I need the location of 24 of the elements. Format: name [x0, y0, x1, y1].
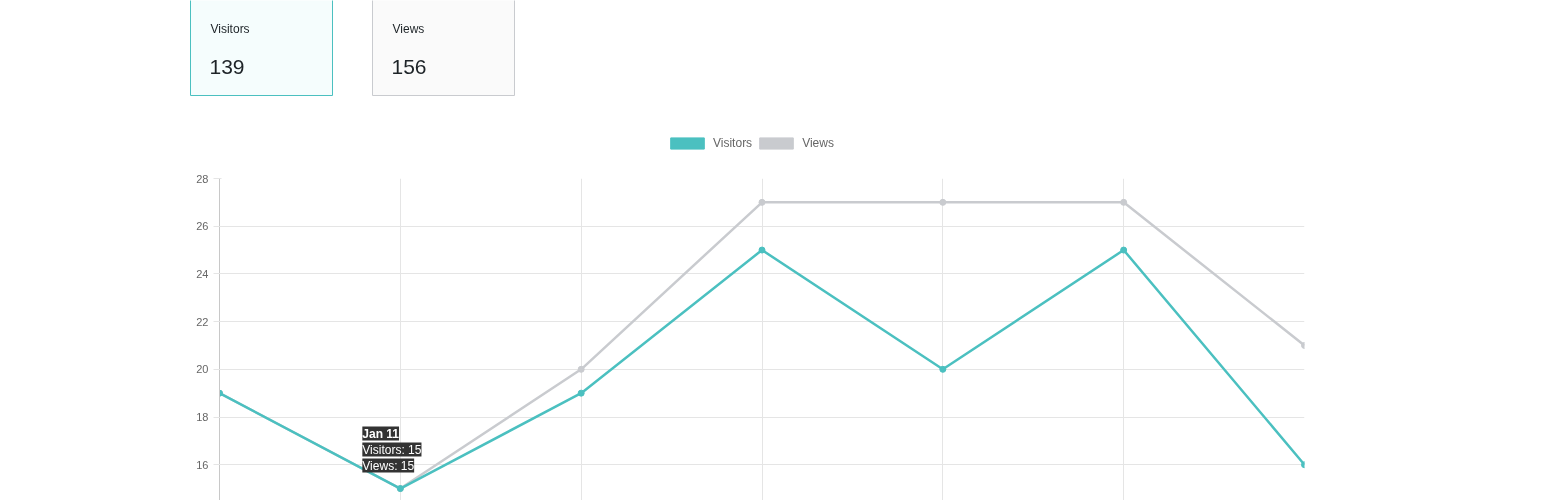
legend-label: Visitors: [713, 136, 753, 150]
data-label: 139: [209, 54, 245, 78]
legend-label: Views: [802, 136, 834, 150]
category-label: Views: [392, 21, 425, 36]
y-tick-label: 28: [196, 172, 209, 185]
point: [1120, 198, 1128, 206]
point: [1120, 246, 1128, 254]
y-tick-label: 22: [196, 315, 209, 328]
y-tick-label: 18: [196, 411, 209, 424]
data-label: 156: [391, 54, 427, 78]
annotation: Visitors: 15: [362, 442, 422, 457]
point: [758, 246, 766, 254]
annotation: Jan 11: [362, 426, 400, 441]
point: [577, 389, 585, 397]
y-tick-label: 20: [196, 363, 209, 376]
y-tick-label: 16: [196, 458, 209, 471]
point: [577, 365, 585, 373]
y-tick-label: 26: [196, 220, 209, 233]
point: [758, 198, 766, 206]
point: [939, 198, 947, 206]
y-tick-label: 24: [196, 267, 209, 280]
category-label: Visitors: [210, 21, 250, 36]
point: [939, 365, 947, 373]
annotation: Views: 15: [362, 458, 415, 473]
